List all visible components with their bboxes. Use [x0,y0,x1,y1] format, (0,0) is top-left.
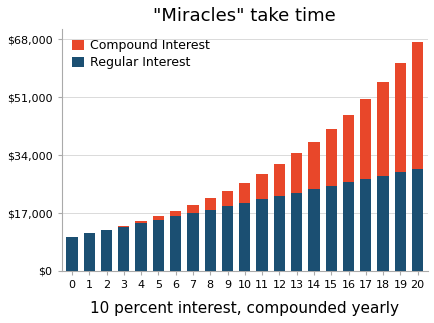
Bar [273,196,284,271]
Bar [221,206,233,271]
Bar [377,82,388,176]
Bar [394,172,405,271]
Bar [101,230,112,271]
Bar [308,189,319,271]
Bar [66,237,77,271]
Bar [342,182,353,271]
Bar [187,213,198,271]
Bar [204,210,215,271]
Bar [256,199,267,271]
Bar [394,63,405,172]
Bar [170,216,181,271]
Bar [118,227,129,271]
Bar [325,186,336,271]
Bar [239,182,250,203]
Bar [359,99,371,179]
Bar [359,179,371,271]
Bar [187,204,198,213]
Bar [118,226,129,227]
Bar [135,223,146,271]
Bar [221,191,233,206]
Bar [83,234,95,271]
Bar [239,203,250,271]
X-axis label: 10 percent interest, compounded yearly: 10 percent interest, compounded yearly [90,301,398,316]
Bar [342,115,353,182]
Bar [308,142,319,189]
Bar [256,174,267,199]
Bar [152,216,164,220]
Bar [170,211,181,216]
Title: "Miracles" take time: "Miracles" take time [153,7,335,25]
Legend: Compound Interest, Regular Interest: Compound Interest, Regular Interest [68,36,214,73]
Bar [135,221,146,223]
Bar [377,176,388,271]
Bar [290,193,302,271]
Bar [411,42,422,169]
Bar [411,169,422,271]
Bar [204,198,215,210]
Bar [152,220,164,271]
Bar [325,129,336,186]
Bar [273,164,284,196]
Bar [290,153,302,193]
